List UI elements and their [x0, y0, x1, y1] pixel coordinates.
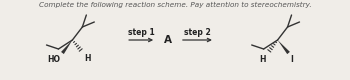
- Polygon shape: [61, 40, 72, 54]
- Text: H: H: [259, 55, 266, 64]
- Text: A: A: [164, 35, 172, 45]
- Text: step 2: step 2: [184, 28, 211, 37]
- Polygon shape: [278, 40, 290, 54]
- Text: H: H: [84, 54, 91, 63]
- Text: Complete the following reaction scheme. Pay attention to stereochemistry.: Complete the following reaction scheme. …: [39, 2, 311, 8]
- Text: step 1: step 1: [128, 28, 154, 37]
- Text: HO: HO: [48, 55, 61, 64]
- Text: I: I: [290, 55, 293, 64]
